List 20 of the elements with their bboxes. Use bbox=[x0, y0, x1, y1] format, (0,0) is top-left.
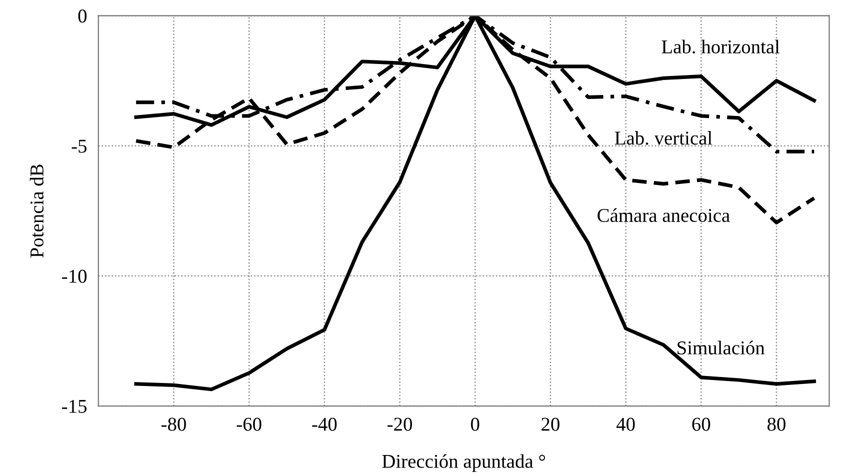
series-label: Lab. horizontal bbox=[662, 40, 780, 54]
x-tick-label: 20 bbox=[542, 418, 560, 431]
x-axis-title: Dirección apuntada ° bbox=[382, 454, 546, 472]
x-tick-label: 0 bbox=[470, 418, 480, 431]
x-tick-label: 60 bbox=[692, 418, 710, 431]
y-tick-label: 0 bbox=[78, 10, 87, 23]
y-axis-title: Potencia dB bbox=[30, 164, 44, 258]
series-label: Lab. vertical bbox=[614, 131, 712, 145]
x-tick-label: -60 bbox=[236, 418, 262, 431]
series-label: Cámara anecoica bbox=[598, 208, 730, 222]
y-tick-label: -15 bbox=[62, 400, 87, 413]
x-tick-label: -80 bbox=[162, 418, 186, 431]
x-tick-label: 40 bbox=[616, 418, 635, 431]
x-tick-label: -20 bbox=[388, 418, 412, 431]
line-series bbox=[134, 16, 816, 392]
y-tick-label: -5 bbox=[72, 140, 87, 153]
x-tick-label: 80 bbox=[768, 418, 786, 431]
series-label: Simulación bbox=[678, 340, 765, 354]
y-tick-label: -10 bbox=[62, 270, 87, 283]
x-tick-label: -40 bbox=[312, 418, 337, 431]
